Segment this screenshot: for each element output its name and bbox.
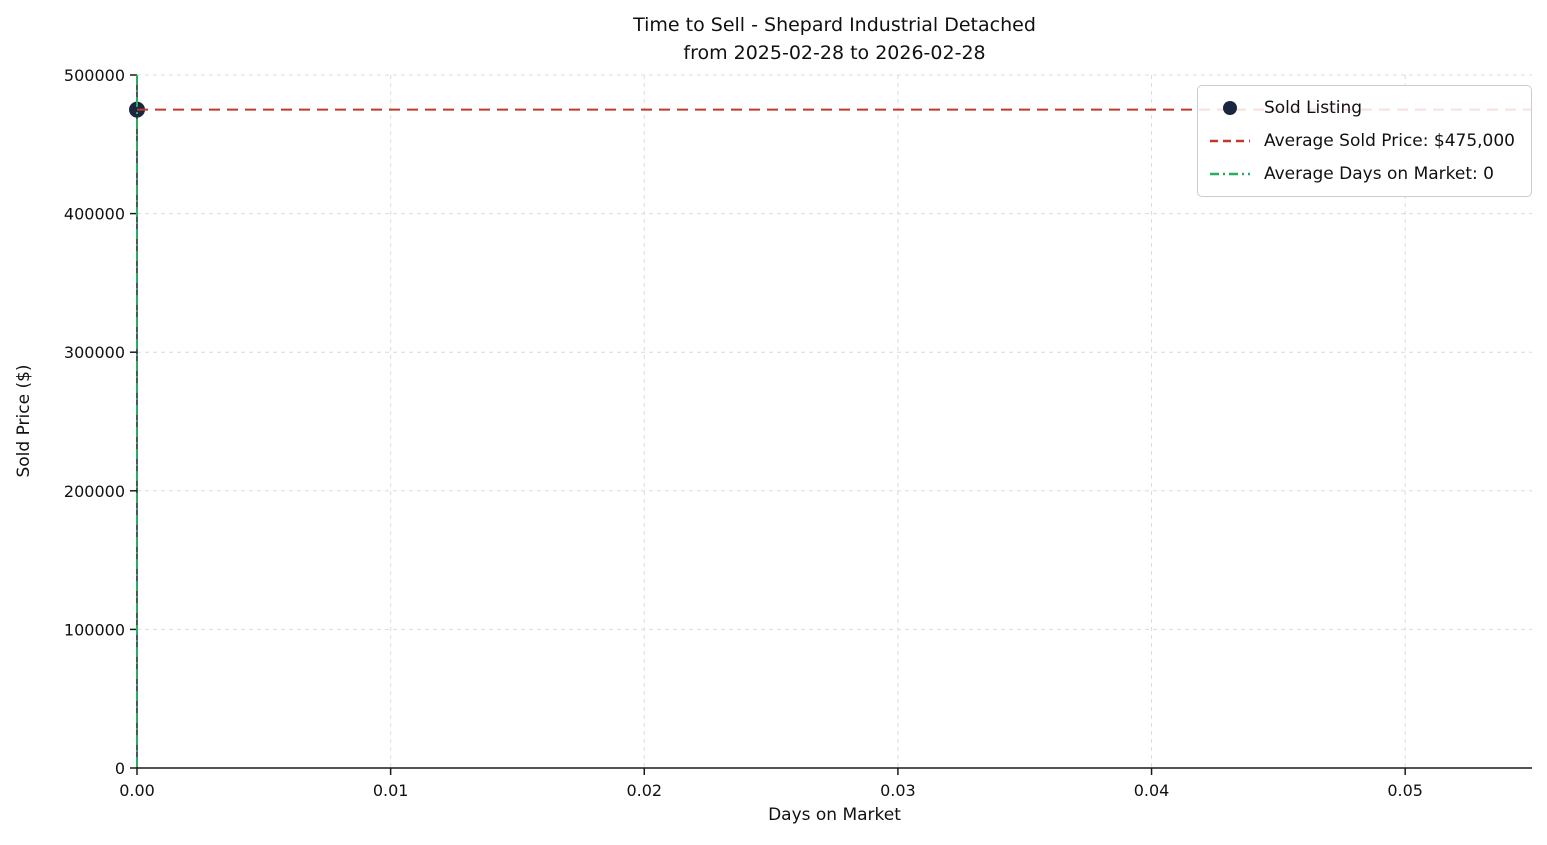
x-tick-label: 0.05 [1387, 781, 1423, 800]
dashed-line-icon [1209, 138, 1250, 144]
legend-label-sold-listing: Sold Listing [1263, 98, 1363, 118]
y-tick-label: 200000 [64, 482, 125, 501]
legend-label-average-sold-price: Average Sold Price: $475,000 [1263, 131, 1515, 151]
x-tick-label: 0.00 [119, 781, 155, 800]
y-tick-label: 0 [115, 759, 125, 778]
legend-entry-sold-listing: Sold Listing [1210, 96, 1515, 120]
x-tick-label: 0.01 [373, 781, 409, 800]
legend-label-average-days-on-market: Average Days on Market: 0 [1263, 164, 1494, 184]
x-axis-label: Days on Market [768, 805, 901, 825]
dashdot-line-icon [1209, 171, 1250, 177]
y-tick-label: 400000 [64, 205, 125, 224]
y-tick-label: 300000 [64, 343, 125, 362]
legend-entry-average-sold-price: Average Sold Price: $475,000 [1209, 129, 1515, 153]
chart-title-line2: from 2025-02-28 to 2026-02-28 [683, 42, 986, 64]
x-tick-label: 0.04 [1134, 781, 1170, 800]
x-tick-label: 0.03 [880, 781, 916, 800]
chart-title: Time to Sell - Shepard Industrial Detach… [137, 11, 1532, 67]
chart-title-line1: Time to Sell - Shepard Industrial Detach… [633, 14, 1036, 36]
scatter-dot-icon [1210, 101, 1250, 115]
x-tick-label: 0.02 [626, 781, 662, 800]
y-tick-label: 100000 [64, 620, 125, 639]
legend-entry-average-days-on-market: Average Days on Market: 0 [1209, 162, 1515, 186]
y-tick-label: 500000 [64, 66, 125, 85]
legend: Sold Listing Average Sold Price: $475,00… [1196, 85, 1532, 197]
